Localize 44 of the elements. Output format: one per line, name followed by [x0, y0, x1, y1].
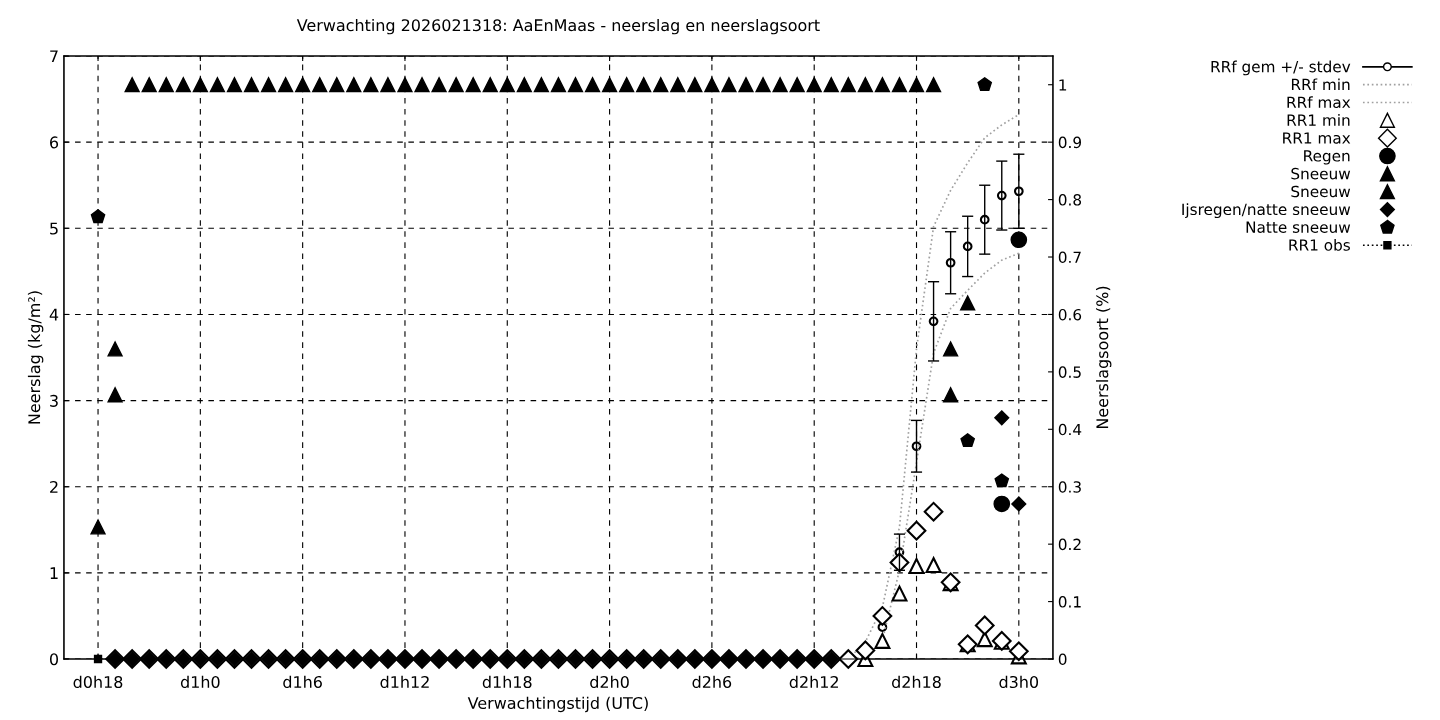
- y2-tick-label: 0.4: [1058, 423, 1082, 436]
- legend-label: RRf gem +/- stdev: [1211, 60, 1351, 76]
- x-axis-title: Verwachtingstijd (UTC): [467, 696, 648, 713]
- y2-tick-label: 0.1: [1058, 596, 1081, 608]
- x-tick-label: d3h0: [999, 675, 1039, 689]
- y2-tick-label: 1: [1059, 79, 1067, 91]
- y-tick-label: 4: [49, 308, 59, 321]
- y2-tick-label: 0: [1058, 653, 1067, 666]
- y2-tick-label: 0.2: [1058, 538, 1081, 551]
- y-tick-label: 3: [50, 394, 58, 407]
- y-tick-label: 7: [50, 50, 58, 63]
- x-tick-label: d2h0: [590, 675, 629, 689]
- x-tick-label: d2h6: [692, 675, 732, 689]
- legend-label: RR1 max: [1283, 132, 1351, 144]
- legend-label: Sneeuw: [1291, 167, 1351, 180]
- y2-tick-label: 0.7: [1058, 251, 1081, 264]
- y2-tick-label: 0.8: [1058, 194, 1082, 206]
- legend-label: RR1 min: [1287, 114, 1350, 126]
- x-tick-label: d2h12: [789, 675, 838, 689]
- legend-label: Natte sneeuw: [1246, 221, 1351, 233]
- legend-label: Sneeuw: [1291, 185, 1351, 198]
- y2-tick-label: 0.6: [1058, 308, 1082, 321]
- x-tick-label: d2h18: [892, 675, 941, 689]
- y-tick-label: 0: [49, 653, 59, 666]
- x-tick-label: d1h18: [482, 675, 532, 689]
- legend-label: Regen: [1304, 150, 1350, 165]
- x-tick-label: d1h0: [180, 675, 220, 689]
- y2-tick-label: 0.9: [1058, 136, 1082, 149]
- legend-label: Ijsregen/natte sneeuw: [1182, 203, 1351, 219]
- y-tick-label: 5: [50, 222, 58, 235]
- legend-label: RRf min: [1291, 78, 1350, 90]
- y-tick-label: 2: [50, 480, 58, 493]
- chart-title: Verwachting 2026021318: AaEnMaas - neerslag en neerslagsoort: [296, 18, 820, 35]
- y-tick-label: 6: [50, 136, 59, 149]
- y-axis-title: Neerslag (kg/m²): [27, 291, 44, 424]
- legend-label: RRf max: [1287, 96, 1351, 109]
- y2-tick-label: 0.3: [1058, 481, 1081, 493]
- x-tick-label: d1h6: [283, 675, 322, 689]
- legend-label: RR1 obs: [1289, 238, 1350, 251]
- x-tick-label: d1h12: [380, 675, 429, 689]
- y-tick-label: 1: [50, 567, 58, 579]
- y2-tick-label: 0.5: [1058, 366, 1081, 378]
- x-tick-label: d0h18: [73, 675, 123, 689]
- y2-axis-title: Neerslagsoort (%): [1095, 286, 1112, 429]
